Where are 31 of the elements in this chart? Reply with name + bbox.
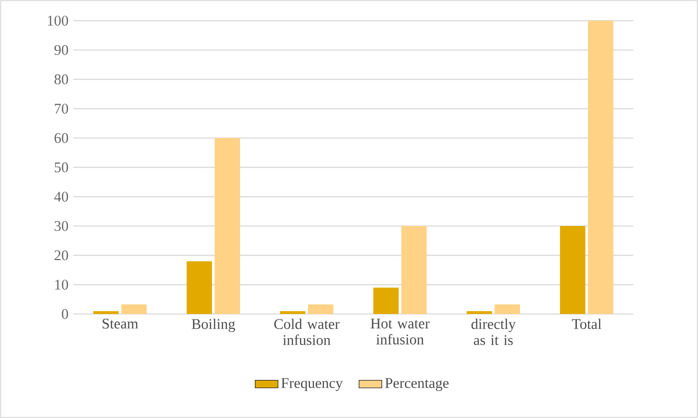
bar bbox=[494, 304, 520, 314]
bar bbox=[560, 226, 586, 314]
bar bbox=[588, 20, 614, 314]
x-tick-label: Steam bbox=[102, 318, 138, 329]
bar bbox=[466, 311, 492, 314]
y-tick-label: 80 bbox=[54, 74, 68, 84]
bar bbox=[280, 311, 306, 314]
x-tick-label: Boiling bbox=[192, 318, 236, 332]
x-tick-label: Total bbox=[572, 318, 602, 330]
x-tick-label: Cold water infusion bbox=[274, 318, 340, 346]
legend-label: Percentage bbox=[385, 378, 449, 392]
bar bbox=[373, 288, 399, 314]
bar bbox=[308, 304, 334, 314]
y-tick-label: 70 bbox=[54, 104, 68, 114]
y-tick-label: 60 bbox=[54, 133, 68, 143]
y-tick-label: 20 bbox=[54, 250, 68, 260]
y-tick-label: 0 bbox=[62, 309, 68, 319]
y-tick-label: 40 bbox=[54, 192, 68, 202]
bar bbox=[401, 226, 427, 314]
y-tick-label: 100 bbox=[48, 16, 68, 26]
y-tick-label: 30 bbox=[54, 221, 68, 231]
bar bbox=[93, 311, 119, 314]
bar bbox=[186, 261, 212, 314]
y-tick-label: 50 bbox=[54, 162, 68, 172]
bar bbox=[214, 138, 240, 314]
y-tick-label: 10 bbox=[55, 280, 68, 290]
x-tick-label: directly as it is bbox=[471, 318, 516, 346]
bar bbox=[121, 304, 147, 314]
y-tick-label: 90 bbox=[54, 45, 68, 55]
legend-label: Frequency bbox=[281, 378, 343, 392]
x-tick-label: Hot water infusion bbox=[370, 318, 430, 344]
